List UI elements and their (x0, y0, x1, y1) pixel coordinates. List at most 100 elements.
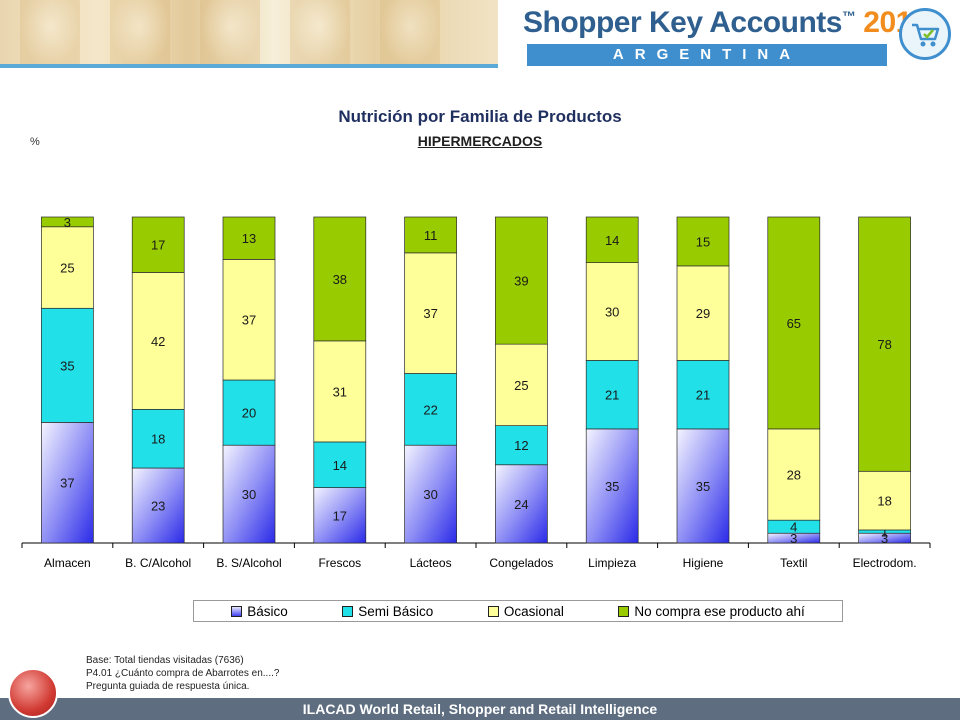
data-label-basico: 35 (605, 479, 619, 494)
data-label-basico: 17 (333, 508, 347, 523)
data-label-ocasional: 29 (696, 306, 710, 321)
bar-segment-no-compra (676, 216, 730, 267)
brand-title: Shopper Key Accounts™ 2013 (523, 6, 929, 46)
legend-label-ocasional: Ocasional (503, 603, 564, 619)
bar-segment-basico (41, 422, 94, 544)
category-label: Electrodom. (853, 556, 917, 570)
data-label-basico: 37 (60, 476, 74, 491)
footer-bar (0, 698, 960, 720)
bar-segment-basico (131, 467, 185, 544)
brand-name: Shopper Key Accounts (523, 6, 842, 39)
data-label-ocasional: 30 (605, 305, 619, 320)
header-divider (0, 64, 498, 68)
data-label-no-compra: 3 (64, 215, 71, 230)
bar-segment-no-compra (767, 216, 821, 430)
header-photo-strip (0, 0, 498, 66)
chart-subtitle: HIPERMERCADOS (417, 133, 543, 149)
data-label-ocasional: 25 (60, 261, 74, 276)
category-label: Higiene (683, 556, 724, 570)
note-question: P4.01 ¿Cuánto compra de Abarrotes en....… (86, 668, 280, 679)
data-label-no-compra: 13 (242, 231, 256, 246)
bar-segment-no-compra (313, 216, 367, 342)
bar-segment-no-compra (131, 216, 185, 273)
data-label-no-compra: 14 (605, 233, 619, 248)
bar-segment-semi-basico (585, 360, 639, 430)
bar-segment-basico (222, 444, 276, 544)
bar-segment-basico (313, 487, 367, 544)
data-label-basico: 35 (696, 479, 710, 494)
legend-swatch-no-compra (618, 605, 630, 617)
data-label-semi-basico: 1 (881, 525, 888, 540)
data-label-semi-basico: 14 (333, 458, 347, 473)
legend-label-semi-basico: Semi Básico (358, 603, 434, 619)
data-label-ocasional: 42 (151, 334, 165, 349)
bar-segment-semi-basico (495, 425, 548, 466)
bar-segment-semi-basico (676, 360, 730, 430)
legend-swatch-ocasional (487, 605, 499, 617)
category-label: B. S/Alcohol (216, 556, 281, 570)
data-label-basico: 3 (881, 531, 888, 546)
bar-segment-ocasional (767, 428, 821, 521)
legend-item-no-compra: No compra ese producto ahí (618, 603, 805, 619)
data-label-ocasional: 28 (787, 468, 801, 483)
data-label-ocasional: 37 (242, 313, 256, 328)
legend-item-semi-basico: Semi Básico (342, 604, 433, 619)
bar-segment-ocasional (222, 259, 276, 381)
unit-label: % (30, 136, 40, 148)
chart-title: Nutrición por Familia de Productos (338, 107, 622, 126)
cart-logo-icon (899, 8, 951, 60)
data-label-no-compra: 78 (877, 337, 891, 352)
bar-segment-no-compra (585, 216, 639, 263)
category-label: Frescos (318, 556, 361, 570)
bar-segment-semi-basico (41, 307, 94, 423)
footer-text: ILACAD World Retail, Shopper and Retail … (302, 701, 658, 717)
bar-segment-ocasional (404, 252, 457, 374)
data-label-semi-basico: 18 (151, 432, 165, 447)
data-label-ocasional: 37 (423, 306, 437, 321)
bar-segment-no-compra (495, 216, 548, 345)
data-label-basico: 3 (790, 531, 797, 546)
bar-segment-semi-basico (404, 373, 457, 446)
legend-label-basico: Básico (247, 603, 288, 619)
brand-tm: ™ (841, 8, 856, 24)
category-label: Almacen (44, 556, 91, 570)
data-label-no-compra: 39 (514, 274, 528, 289)
data-label-semi-basico: 20 (242, 406, 256, 421)
data-label-semi-basico: 21 (696, 388, 710, 403)
bar-segment-no-compra (858, 216, 911, 472)
legend-swatch-basico (231, 605, 243, 617)
bar-segment-basico (404, 444, 457, 544)
bar-segment-no-compra (41, 216, 94, 228)
data-label-ocasional: 18 (877, 494, 891, 509)
legend-item-basico: Básico (231, 604, 288, 619)
data-label-ocasional: 31 (333, 384, 347, 399)
data-label-no-compra: 38 (333, 272, 347, 287)
data-label-semi-basico: 35 (60, 358, 74, 373)
bar-segment-basico (676, 428, 730, 544)
category-label: B. C/Alcohol (125, 556, 191, 570)
category-label: Congelados (489, 556, 553, 570)
data-label-semi-basico: 22 (423, 402, 437, 417)
bar-segment-semi-basico (222, 379, 276, 446)
data-label-semi-basico: 21 (605, 388, 619, 403)
data-label-ocasional: 25 (514, 378, 528, 393)
bar-segment-no-compra (222, 216, 276, 260)
seal-logo-icon (8, 668, 58, 718)
legend-item-ocasional: Ocasional (487, 603, 564, 619)
note-base: Base: Total tiendas visitadas (7636) (86, 655, 244, 666)
category-label: Textil (780, 556, 807, 570)
bar-segment-ocasional (676, 265, 730, 361)
data-label-basico: 30 (423, 487, 437, 502)
category-label: Limpieza (588, 556, 636, 570)
bar-segment-ocasional (858, 470, 911, 531)
data-label-basico: 23 (151, 499, 165, 514)
country-banner: ARGENTINA (527, 44, 887, 66)
bar-segment-semi-basico (131, 408, 185, 469)
data-label-no-compra: 65 (787, 316, 801, 331)
footnotes: Base: Total tiendas visitadas (7636) P4.… (86, 654, 279, 693)
legend-label-no-compra: No compra ese producto ahí (634, 603, 805, 619)
data-label-no-compra: 15 (696, 234, 710, 249)
note-type: Pregunta guiada de respuesta única. (86, 681, 250, 692)
bar-segment-ocasional (313, 340, 367, 443)
